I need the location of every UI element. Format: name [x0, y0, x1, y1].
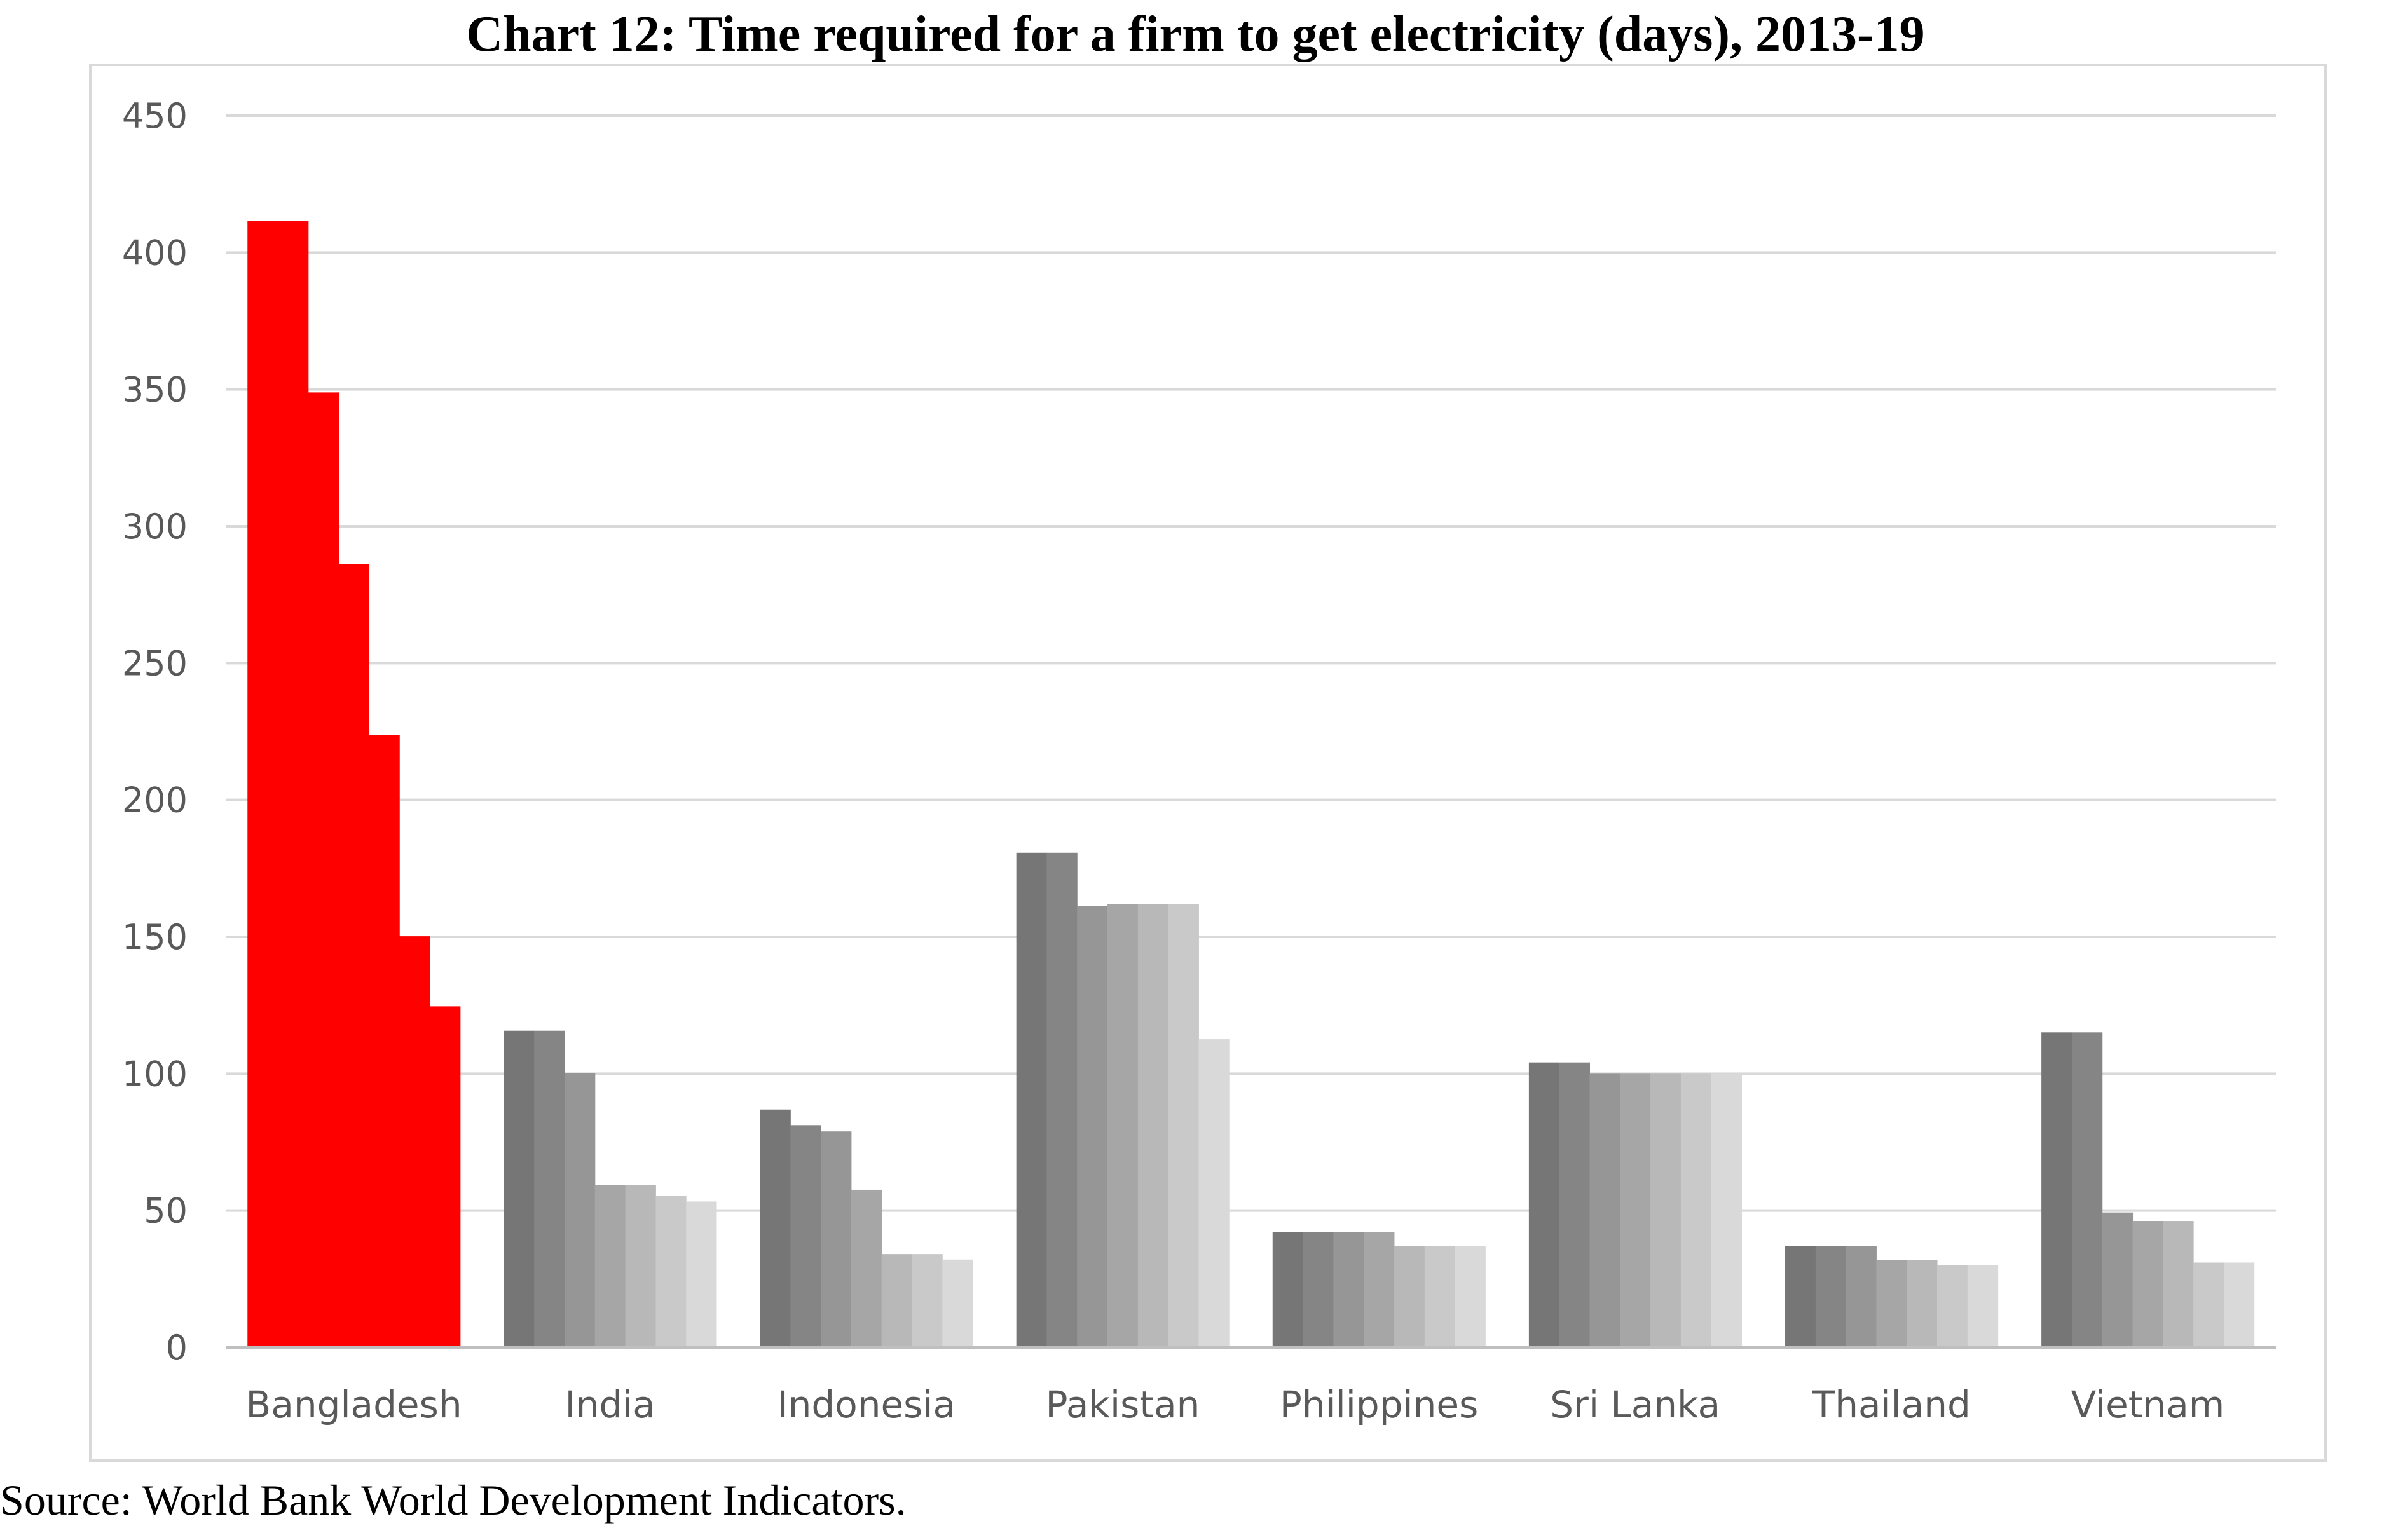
bar — [1077, 906, 1108, 1347]
bar — [1424, 1246, 1456, 1347]
bar-group-indonesia — [760, 1109, 973, 1347]
category-label: Bangladesh — [246, 1383, 462, 1426]
bar — [1333, 1232, 1364, 1347]
bar — [534, 1030, 565, 1347]
bar — [1967, 1265, 1999, 1347]
bar — [1559, 1062, 1590, 1347]
bar — [1815, 1246, 1847, 1347]
category-label: Indonesia — [778, 1383, 956, 1426]
bar — [2193, 1262, 2224, 1347]
bar — [1455, 1246, 1486, 1347]
bar — [2041, 1032, 2072, 1347]
bar — [338, 564, 369, 1347]
category-label: Vietnam — [2071, 1383, 2225, 1426]
bar — [2132, 1221, 2163, 1347]
category-label: Thailand — [1812, 1383, 1971, 1426]
bar — [1107, 904, 1139, 1347]
bar — [1137, 904, 1169, 1347]
bar — [790, 1125, 821, 1347]
bar — [247, 221, 278, 1348]
bar — [1711, 1073, 1742, 1347]
bar — [564, 1073, 596, 1347]
bar — [1785, 1246, 1816, 1347]
bar — [1650, 1073, 1682, 1347]
y-tick-label: 50 — [144, 1191, 188, 1231]
bar — [1198, 1039, 1230, 1347]
bar — [1907, 1260, 1938, 1347]
bar — [278, 221, 309, 1348]
bar — [2223, 1262, 2255, 1347]
bar — [399, 936, 430, 1347]
bar — [1394, 1246, 1425, 1347]
bar — [1016, 852, 1047, 1347]
bar — [1528, 1062, 1560, 1347]
category-label: Philippines — [1280, 1383, 1479, 1426]
bar — [308, 392, 339, 1347]
y-tick-label: 300 — [122, 507, 188, 547]
bar-group-sri-lanka — [1528, 1062, 1742, 1347]
source-note: Source: World Bank World Development Ind… — [0, 1476, 907, 1524]
bar-group-bangladesh — [247, 221, 461, 1348]
bar — [851, 1189, 882, 1347]
bar — [1846, 1246, 1877, 1347]
y-tick-label: 150 — [122, 917, 188, 957]
y-tick-label: 200 — [122, 780, 188, 821]
bar — [655, 1196, 687, 1347]
bar-group-philippines — [1272, 1232, 1486, 1347]
bar — [504, 1030, 535, 1347]
bar — [942, 1259, 973, 1347]
bar — [594, 1185, 626, 1347]
bar — [430, 1006, 461, 1347]
bar — [1046, 852, 1078, 1347]
y-tick-label: 450 — [122, 96, 188, 136]
bar — [1168, 904, 1199, 1347]
bar — [686, 1201, 717, 1347]
bar — [1364, 1232, 1395, 1347]
category-label: Pakistan — [1046, 1383, 1200, 1426]
chart-title: Chart 12: Time required for a firm to ge… — [466, 6, 1925, 62]
bar — [2071, 1032, 2103, 1347]
bar — [1303, 1232, 1334, 1347]
category-labels: Bangladesh India Indonesia Pakistan Philippi… — [246, 1383, 2225, 1426]
bar-group-pakistan — [1016, 852, 1230, 1347]
y-tick-label: 400 — [122, 233, 188, 273]
bar — [912, 1254, 943, 1347]
y-tick-label: 250 — [122, 643, 188, 683]
bar — [1876, 1260, 1907, 1347]
bar — [625, 1185, 656, 1347]
bar-group-vietnam — [2041, 1032, 2255, 1347]
bar — [2163, 1221, 2194, 1347]
y-axis-ticks: 0 50 100 150 200 250 300 350 400 450 — [122, 96, 188, 1368]
bars — [247, 221, 2255, 1348]
bar — [1272, 1232, 1304, 1347]
bar — [1620, 1073, 1651, 1347]
bar — [1937, 1265, 1968, 1347]
y-tick-label: 0 — [166, 1328, 188, 1368]
category-label: Sri Lanka — [1550, 1383, 1720, 1426]
category-label: India — [565, 1383, 655, 1426]
y-tick-label: 350 — [122, 370, 188, 410]
bar — [1680, 1073, 1712, 1347]
bar — [369, 735, 400, 1347]
y-tick-label: 100 — [122, 1054, 188, 1094]
bar-group-india — [504, 1030, 717, 1347]
bar — [760, 1109, 791, 1347]
bar-group-thailand — [1785, 1246, 1999, 1347]
bar — [2102, 1212, 2134, 1347]
bar — [821, 1131, 852, 1347]
bar — [1589, 1073, 1620, 1347]
bar — [881, 1254, 913, 1347]
